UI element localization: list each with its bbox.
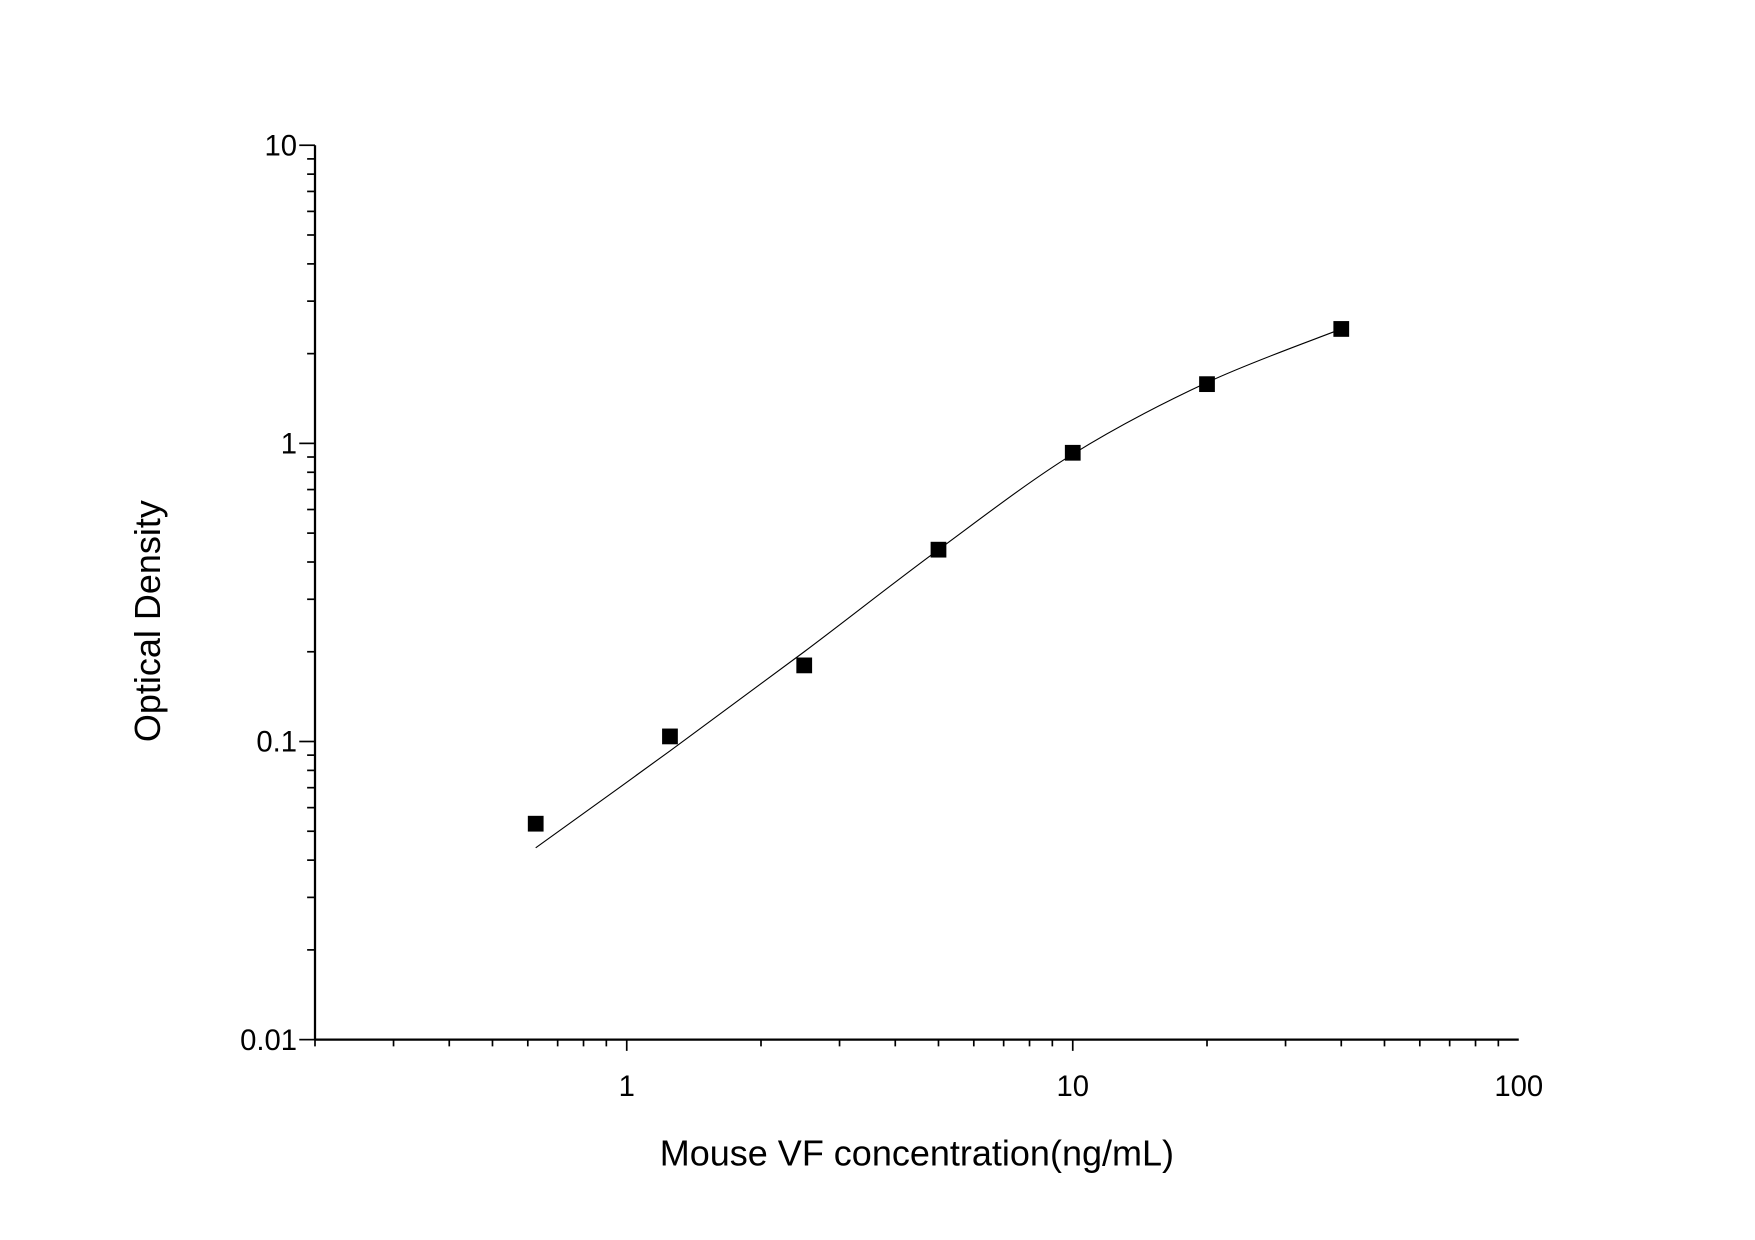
data-point [662,728,678,745]
axes: 1 10 100 0.01 0.1 1 10 [240,130,1543,1103]
y-tick-label: 10 [264,130,297,162]
data-point [527,815,544,832]
x-tick-label: 10 [1056,1071,1089,1103]
y-tick-label: 0.01 [240,1025,297,1057]
x-tick-label: 1 [619,1071,635,1103]
y-tick-label: 0.1 [256,727,297,759]
x-axis-label: Mouse VF concentration(ng/mL) [660,1133,1174,1174]
data-point [796,657,813,674]
data-point [1064,444,1081,461]
data-point [1199,376,1215,393]
x-tick-label: 100 [1494,1071,1543,1103]
data-point [1333,321,1350,337]
y-axis-label: Optical Density [127,500,168,742]
data-point [930,541,947,558]
y-tick-label: 1 [281,429,297,461]
data-points [527,321,1350,832]
fit-curve [535,328,1342,849]
